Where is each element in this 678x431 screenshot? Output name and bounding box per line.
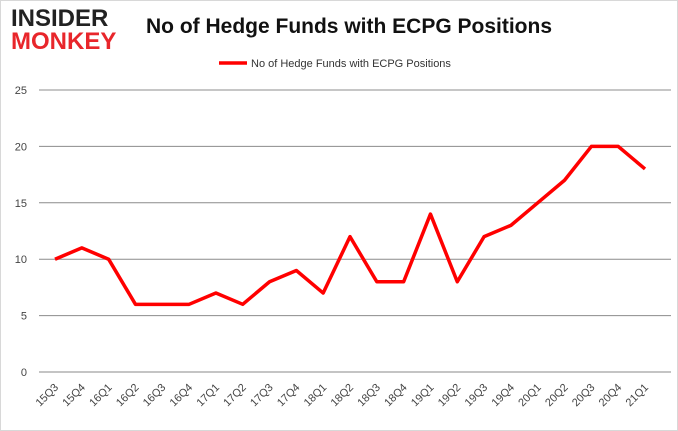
x-tick-label: 18Q1 (302, 382, 330, 410)
x-tick-label: 19Q1 (409, 382, 437, 410)
y-tick-label: 0 (21, 367, 27, 379)
x-tick-label: 20Q3 (570, 382, 598, 410)
insider-monkey-logo: INSIDER MONKEY (11, 5, 117, 55)
x-tick-label: 17Q3 (248, 382, 276, 410)
logo-line1: INSIDER (11, 5, 109, 32)
x-tick-label: 17Q1 (195, 382, 223, 410)
x-tick-label: 21Q1 (624, 382, 652, 410)
logo-line2: MONKEY (11, 28, 117, 55)
x-tick-label: 20Q1 (516, 382, 544, 410)
legend-label: No of Hedge Funds with ECPG Positions (251, 58, 451, 70)
x-tick-label: 20Q2 (543, 382, 571, 410)
y-tick-label: 10 (15, 254, 27, 266)
y-tick-label: 5 (21, 311, 27, 323)
x-tick-label: 20Q4 (597, 382, 625, 410)
y-tick-label: 20 (15, 141, 27, 153)
x-tick-label: 17Q4 (275, 382, 303, 410)
x-tick-label: 18Q3 (355, 382, 383, 410)
chart-title: No of Hedge Funds with ECPG Positions (146, 15, 553, 38)
series-line (54, 144, 647, 307)
x-tick-label: 15Q3 (34, 382, 62, 410)
x-tick-label: 19Q2 (436, 382, 464, 410)
x-tick-label: 16Q1 (87, 382, 115, 410)
y-tick-label: 25 (15, 85, 27, 97)
x-tick-label: 16Q4 (168, 382, 196, 410)
x-tick-label: 16Q3 (141, 382, 169, 410)
x-tick-label: 18Q4 (382, 382, 410, 410)
x-tick-label: 15Q4 (60, 382, 88, 410)
x-tick-label: 18Q2 (329, 382, 357, 410)
x-tick-label: 19Q4 (490, 382, 518, 410)
x-tick-label: 19Q3 (463, 382, 491, 410)
x-tick-label: 17Q2 (221, 382, 249, 410)
y-tick-label: 15 (15, 198, 27, 210)
x-tick-label: 16Q2 (114, 382, 142, 410)
